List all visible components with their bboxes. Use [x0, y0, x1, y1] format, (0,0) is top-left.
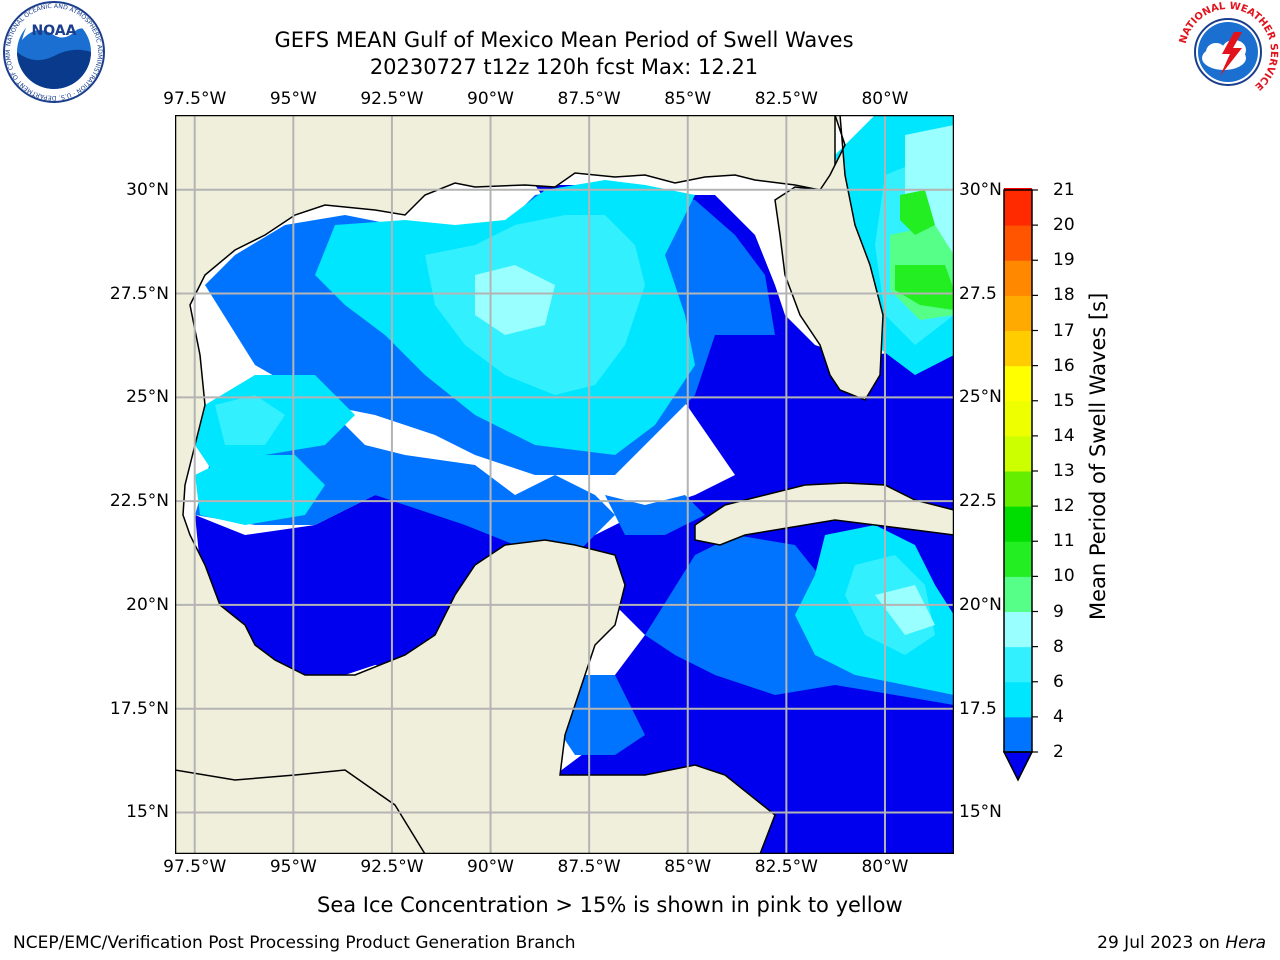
lon-tick-label-top: 92.5°W: [360, 89, 424, 109]
colorbar-tick-label: 9: [1053, 601, 1064, 622]
lat-tick-label-left: 20°N: [126, 594, 169, 615]
colorbar-bin: [1004, 506, 1032, 542]
lat-tick-label-right: 20°N: [959, 594, 1002, 615]
lat-tick-label-right: 27.5: [959, 283, 997, 304]
land-cuba: [694, 482, 954, 546]
swell-field-8-9s: [475, 125, 954, 635]
colorbar-tick-label: 11: [1053, 531, 1075, 552]
lon-tick-label-bottom: 90°W: [467, 857, 515, 877]
colorbar-bin: [1004, 576, 1032, 612]
colorbar-tick-label: 16: [1053, 355, 1075, 376]
lon-tick-label-top: 82.5°W: [754, 89, 818, 109]
footer-producer: NCEP/EMC/Verification Post Processing Pr…: [13, 933, 576, 953]
noaa-logo-text: NOAA: [32, 23, 77, 39]
map-subtitle: 20230727 t12z 120h fcst Max: 12.21: [369, 55, 759, 79]
colorbar-bin: [1004, 260, 1032, 296]
lat-tick-label-left: 27.5°N: [109, 283, 169, 304]
colorbar-tick-label: 4: [1053, 706, 1064, 727]
colorbar-bin: [1004, 471, 1032, 507]
colorbar-label: Mean Period of Swell Waves [s]: [1086, 292, 1110, 620]
nws-logo: NATIONAL WEATHER SERVICE: [1178, 1, 1279, 101]
lon-tick-label-bottom: 92.5°W: [360, 857, 424, 877]
colorbar-bin: [1004, 190, 1032, 226]
lat-tick-label-right: 17.5: [959, 698, 997, 719]
footer-date-text: 29 Jul 2023 on: [1097, 933, 1226, 953]
colorbar-bin: [1004, 400, 1032, 437]
lon-tick-label-bottom: 82.5°W: [754, 857, 818, 877]
colorbar-tick-label: 10: [1053, 566, 1075, 587]
lat-tick-label-right: 22.5: [959, 491, 997, 512]
lon-tick-label-top: 85°W: [664, 89, 712, 109]
colorbar-bin: [1004, 295, 1032, 331]
lon-tick-label-bottom: 87.5°W: [557, 857, 621, 877]
noaa-logo: NATIONAL OCEANIC AND ATMOSPHERIC ADMINIS…: [2, 0, 105, 103]
lat-tick-label-left: 17.5°N: [109, 698, 169, 719]
lon-tick-label-top: 87.5°W: [557, 89, 621, 109]
colorbar-tick-label: 15: [1053, 390, 1075, 411]
colorbar-under-extension: [1002, 751, 1034, 782]
lon-tick-label-top: 80°W: [861, 89, 909, 109]
colorbar-tick-label: 14: [1053, 425, 1075, 446]
lon-tick-label-bottom: 95°W: [269, 857, 317, 877]
colorbar-bin: [1004, 646, 1032, 683]
lat-tick-label-left: 22.5°N: [109, 491, 169, 512]
swell-field-10-12s: [895, 190, 954, 310]
footer-date: 29 Jul 2023 on Hera: [1097, 932, 1266, 954]
swell-field-4-6s: [195, 115, 954, 695]
colorbar-tick-label: 12: [1053, 496, 1075, 517]
lat-tick-label-right: 15°N: [959, 802, 1002, 823]
lon-tick-label-top: 90°W: [467, 89, 515, 109]
colorbar-tick-label: 13: [1053, 461, 1075, 481]
lon-tick-label-bottom: 97.5°W: [163, 857, 227, 877]
footer-host: Hera: [1225, 933, 1266, 953]
graticule: [175, 115, 954, 854]
colorbar-tick-label: 6: [1053, 671, 1064, 692]
colorbar-bin: [1004, 330, 1032, 367]
colorbar-bin: [1004, 716, 1032, 753]
colorbar-tick-label: 21: [1053, 180, 1075, 200]
lat-tick-label-right: 25°N: [959, 387, 1002, 408]
sea-ice-caption: Sea Ice Concentration > 15% is shown in …: [317, 893, 903, 917]
colorbar-tick-label: 17: [1053, 320, 1075, 341]
lon-tick-label-bottom: 80°W: [861, 857, 909, 877]
lat-tick-label-left: 15°N: [126, 802, 169, 823]
colorbar-bin: [1004, 365, 1032, 402]
gulf-of-mexico-map: [175, 115, 954, 854]
colorbar-bin: [1004, 681, 1032, 718]
colorbar-bin: [1004, 225, 1032, 261]
colorbar-tick-label: 20: [1053, 215, 1075, 236]
colorbar-tick-label: 19: [1053, 250, 1075, 271]
colorbar: [1002, 188, 1038, 782]
colorbar-bin: [1004, 611, 1032, 648]
lon-tick-label-bottom: 85°W: [664, 857, 712, 877]
map-frame: [175, 115, 954, 854]
colorbar-tick-label: 2: [1053, 742, 1064, 762]
colorbar-tick-label: 18: [1053, 285, 1075, 306]
lat-tick-label-left: 25°N: [126, 387, 169, 408]
colorbar-tick-label: 8: [1053, 636, 1064, 657]
colorbar-bin: [1004, 541, 1032, 577]
lat-tick-label-left: 30°N: [126, 179, 169, 200]
map-title: GEFS MEAN Gulf of Mexico Mean Period of …: [274, 28, 854, 52]
lon-tick-label-top: 97.5°W: [163, 89, 227, 109]
lon-tick-label-top: 95°W: [269, 89, 317, 109]
colorbar-bin: [1004, 435, 1032, 472]
lat-tick-label-right: 30°N: [959, 179, 1002, 200]
